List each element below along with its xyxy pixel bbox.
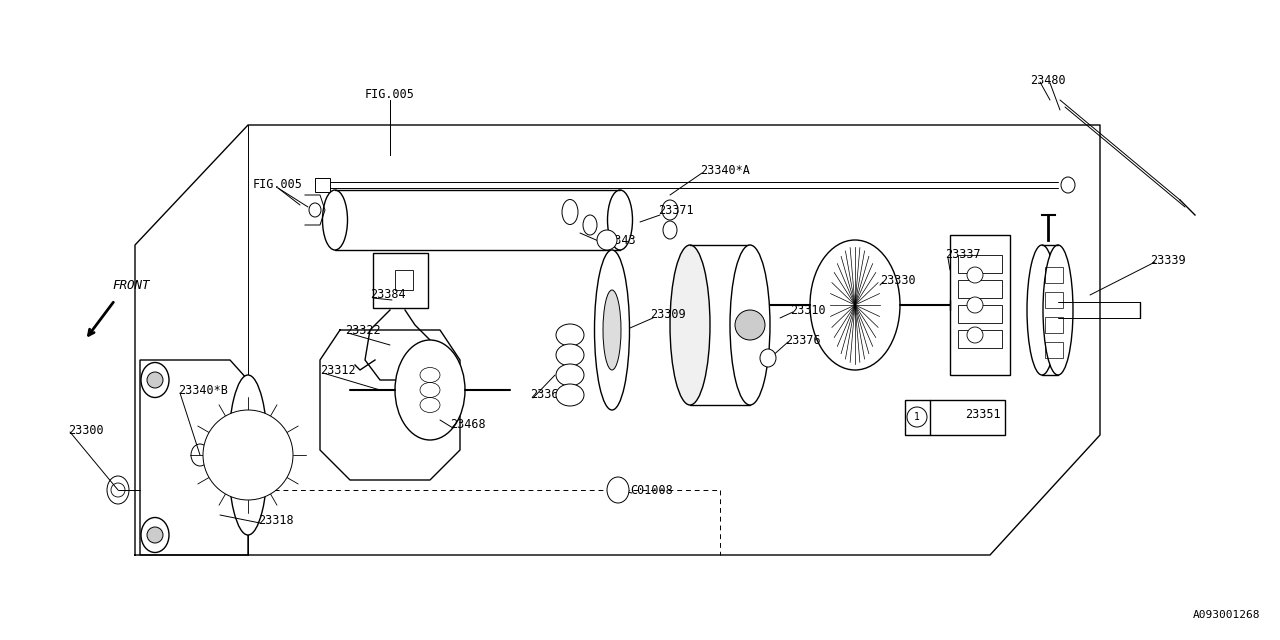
Ellipse shape	[730, 245, 771, 405]
Bar	[950, 235, 1010, 375]
Bar	[905, 400, 1005, 435]
Text: 23312: 23312	[320, 364, 356, 376]
Ellipse shape	[108, 476, 129, 504]
Circle shape	[966, 327, 983, 343]
Text: FIG.005: FIG.005	[253, 179, 303, 191]
Text: 23371: 23371	[658, 204, 694, 216]
Circle shape	[204, 410, 293, 500]
Circle shape	[147, 527, 163, 543]
Text: 1: 1	[914, 412, 920, 422]
Ellipse shape	[603, 290, 621, 370]
Text: 23480: 23480	[1030, 74, 1066, 86]
Bar	[957, 280, 1002, 298]
Ellipse shape	[556, 324, 584, 346]
Ellipse shape	[141, 518, 169, 552]
Bar	[372, 253, 428, 308]
Bar	[1044, 267, 1062, 283]
Ellipse shape	[810, 240, 900, 370]
Text: 23343: 23343	[600, 234, 636, 246]
Text: 23468: 23468	[451, 419, 485, 431]
Bar	[1044, 292, 1062, 308]
Ellipse shape	[556, 384, 584, 406]
Text: 23318: 23318	[259, 513, 293, 527]
Ellipse shape	[396, 340, 465, 440]
Text: 23351: 23351	[965, 408, 1001, 422]
Ellipse shape	[662, 200, 678, 220]
Text: 23339: 23339	[1149, 253, 1185, 266]
Bar	[1044, 317, 1062, 333]
Ellipse shape	[607, 477, 628, 503]
Text: 23330: 23330	[881, 273, 915, 287]
Text: 1: 1	[604, 235, 611, 245]
Bar	[1044, 342, 1062, 358]
Ellipse shape	[562, 200, 579, 225]
Circle shape	[966, 267, 983, 283]
Text: 23340*B: 23340*B	[178, 383, 228, 397]
Ellipse shape	[608, 190, 632, 250]
Ellipse shape	[669, 245, 710, 405]
Ellipse shape	[556, 364, 584, 386]
Circle shape	[735, 310, 765, 340]
Ellipse shape	[323, 190, 347, 250]
Ellipse shape	[228, 375, 268, 535]
Text: 23384: 23384	[370, 289, 406, 301]
Ellipse shape	[308, 203, 321, 217]
Text: 23367: 23367	[530, 388, 566, 401]
Bar	[957, 255, 1002, 273]
Bar	[957, 330, 1002, 348]
Ellipse shape	[141, 362, 169, 397]
Ellipse shape	[594, 250, 630, 410]
Text: FIG.005: FIG.005	[365, 88, 415, 102]
Circle shape	[596, 230, 617, 250]
Ellipse shape	[1043, 245, 1073, 375]
Ellipse shape	[663, 221, 677, 239]
Text: 23340*A: 23340*A	[700, 163, 750, 177]
Text: C01008: C01008	[630, 483, 673, 497]
Text: 23309: 23309	[650, 308, 686, 321]
Text: A093001268: A093001268	[1193, 610, 1260, 620]
Ellipse shape	[760, 349, 776, 367]
Text: 23376: 23376	[785, 333, 820, 346]
Text: 23310: 23310	[790, 303, 826, 317]
Circle shape	[147, 372, 163, 388]
Ellipse shape	[191, 444, 209, 466]
Ellipse shape	[1027, 245, 1057, 375]
Text: 23300: 23300	[68, 424, 104, 436]
Text: 23322: 23322	[346, 323, 380, 337]
Ellipse shape	[556, 344, 584, 366]
Text: FRONT: FRONT	[113, 279, 150, 292]
Bar	[957, 305, 1002, 323]
Text: 23337: 23337	[945, 248, 980, 262]
Bar	[315, 178, 330, 192]
Ellipse shape	[1061, 177, 1075, 193]
Bar	[396, 270, 413, 290]
Polygon shape	[140, 360, 248, 555]
Circle shape	[966, 297, 983, 313]
Ellipse shape	[582, 215, 596, 235]
